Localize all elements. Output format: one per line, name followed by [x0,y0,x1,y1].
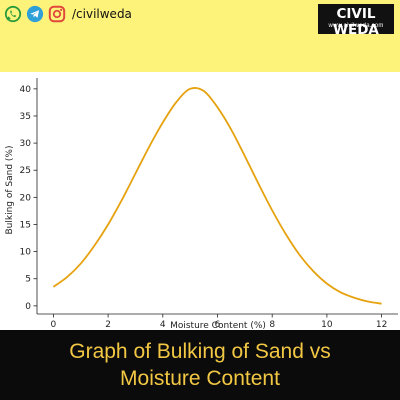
social-handle: /civilweda [72,7,132,21]
y-tick-label: 15 [20,220,31,230]
brand-url: www.civilweda.com [328,23,384,29]
y-tick-label: 10 [20,248,32,258]
series-line [52,87,382,305]
brand-name: CIVIL WEDA [333,6,379,38]
chart-ticks: 0 2 4 6 8 10 12 0 5 10 15 20 25 30 35 40 [20,85,388,330]
x-tick-label: 6 [215,320,221,330]
y-tick-label: 5 [25,275,31,285]
telegram-icon[interactable] [26,5,44,23]
y-tick-label: 20 [20,193,32,203]
y-tick-label: 40 [20,85,32,95]
whatsapp-icon[interactable] [4,5,22,23]
caption-line-1: Graph of Bulking of Sand vs [69,340,331,363]
y-axis-label: Bulking of Sand (%) [5,146,15,235]
x-tick-label: 8 [269,320,275,330]
x-axis-label: Moisture Content (%) [170,321,266,330]
chart-axes [36,78,398,315]
y-tick-label: 0 [25,302,31,312]
brand-logo: CIVIL WEDA www.civilweda.com [318,4,394,38]
x-tick-label: 4 [160,320,166,330]
x-tick-label: 12 [376,320,387,330]
x-tick-label: 2 [105,320,111,330]
y-tick-label: 25 [20,166,31,176]
bulking-chart: 0 2 4 6 8 10 12 0 5 10 15 20 25 30 35 40 Moisture Conte… [5,78,398,330]
y-tick-label: 30 [20,139,32,149]
social-bar: /civilweda [4,4,132,24]
x-tick-label: 0 [51,320,57,330]
instagram-icon[interactable] [48,5,66,23]
caption-bar: Graph of Bulking of Sand vs Moisture Con… [0,330,400,400]
caption-line-2: Moisture Content [120,367,280,390]
y-tick-label: 35 [20,112,31,122]
x-tick-label: 10 [321,320,333,330]
